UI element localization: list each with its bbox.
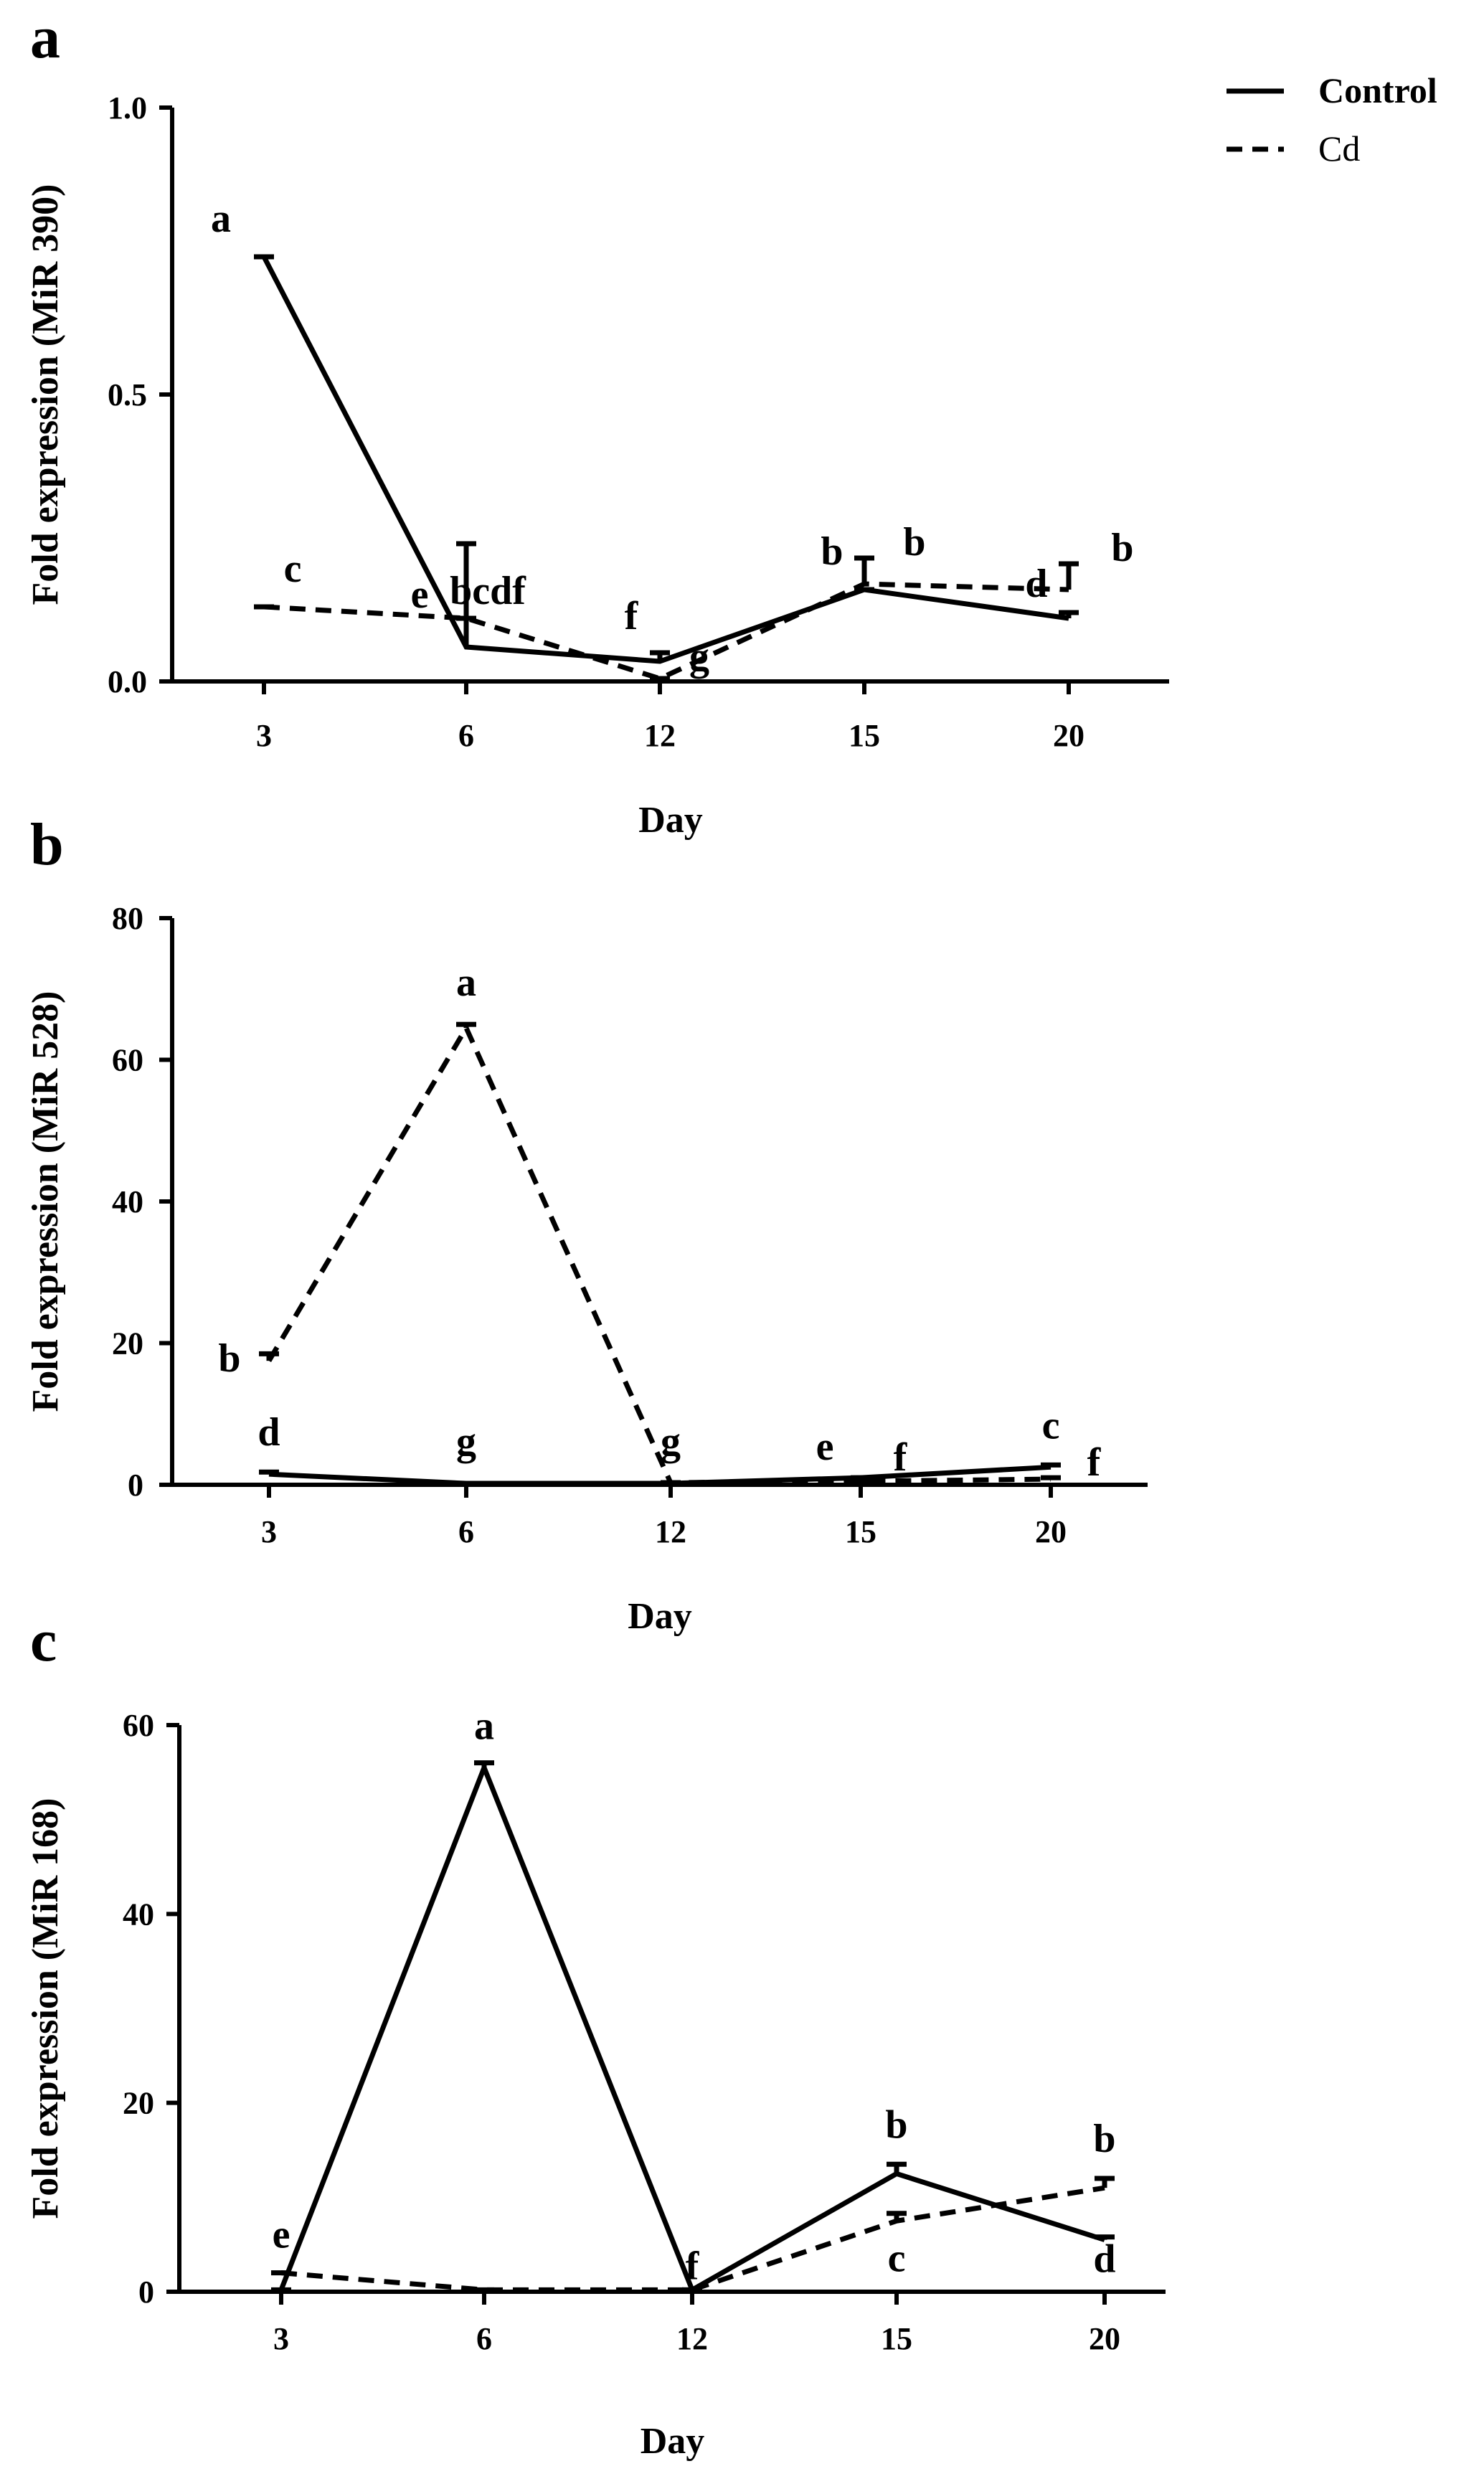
x-tick-label: 3 xyxy=(256,718,272,753)
significance-label: e xyxy=(273,2213,290,2257)
significance-label: a xyxy=(456,960,476,1005)
x-tick-label: 6 xyxy=(458,718,474,753)
y-tick-label: 0 xyxy=(128,1468,143,1503)
legend-label-cd: Cd xyxy=(1318,128,1360,169)
significance-label: f xyxy=(686,2244,700,2288)
significance-label: b xyxy=(218,1336,240,1381)
x-tick-label: 15 xyxy=(849,718,880,753)
significance-label: c xyxy=(888,2236,906,2280)
x-tick-label: 3 xyxy=(273,2321,289,2356)
x-tick-label: 12 xyxy=(644,718,676,753)
x-tick-label: 6 xyxy=(458,1514,474,1549)
x-tick-label: 15 xyxy=(881,2321,912,2356)
significance-label: e xyxy=(816,1425,834,1469)
panel-letter-a: a xyxy=(30,4,60,71)
significance-label: e xyxy=(411,572,429,617)
series-line-control xyxy=(261,255,1069,664)
significance-label: a xyxy=(474,1704,494,1748)
y-tick-label: 60 xyxy=(112,1043,143,1078)
significance-label: c xyxy=(1042,1403,1060,1447)
series-line-cd xyxy=(266,1022,1051,1486)
panel-letter-c: c xyxy=(30,1607,57,1674)
y-axis-title: Fold expression (MiR 168) xyxy=(25,1798,66,2219)
significance-label: f xyxy=(1087,1440,1102,1485)
x-tick-label: 20 xyxy=(1089,2321,1120,2356)
y-tick-label: 0 xyxy=(138,2275,154,2310)
significance-label: d xyxy=(1025,562,1047,606)
significance-label: d xyxy=(1093,2237,1115,2282)
significance-label: a xyxy=(211,197,231,241)
x-tick-label: 12 xyxy=(676,2321,708,2356)
x-tick-label: 3 xyxy=(261,1514,277,1549)
significance-label: b xyxy=(821,529,843,574)
legend-label-control: Control xyxy=(1318,70,1437,110)
y-tick-label: 60 xyxy=(123,1708,154,1743)
y-tick-label: 0.0 xyxy=(108,664,147,699)
chart-panel-b: 0 20 40 60 80 3 6 12 15 20 Day Fold expression (MiR… xyxy=(25,901,1148,1637)
panel-letter-b: b xyxy=(30,811,64,878)
y-axis-title: Fold expression (MiR 528) xyxy=(25,991,66,1412)
significance-label: g xyxy=(661,1420,681,1464)
x-axis-title: Day xyxy=(641,2421,705,2462)
y-tick-label: 0.5 xyxy=(108,377,147,412)
significance-label: f xyxy=(894,1435,908,1480)
significance-label: c xyxy=(284,547,302,591)
significance-label: b xyxy=(903,520,925,565)
y-tick-label: 1.0 xyxy=(108,90,147,126)
y-tick-label: 20 xyxy=(123,2086,154,2121)
chart-panel-a: 0.0 0.5 1.0 3 6 12 15 20 Day Fold expression (MiR… xyxy=(25,90,1169,841)
x-tick-label: 20 xyxy=(1035,1514,1067,1549)
x-tick-label: 12 xyxy=(655,1514,686,1549)
x-axis-title: Day xyxy=(628,1596,692,1637)
series-line-cd xyxy=(263,581,1069,681)
y-tick-label: 40 xyxy=(123,1897,154,1932)
x-tick-label: 15 xyxy=(845,1514,876,1549)
significance-label: b xyxy=(1093,2117,1115,2161)
series-line-control xyxy=(278,1760,1106,2294)
significance-label: d xyxy=(257,1410,280,1455)
significance-label: bcdf xyxy=(450,569,526,613)
y-tick-label: 80 xyxy=(112,901,143,936)
legend: Control Cd xyxy=(1227,70,1437,169)
significance-label: b xyxy=(1111,526,1133,570)
series-line-cd xyxy=(280,2185,1105,2292)
x-tick-label: 20 xyxy=(1053,718,1084,753)
significance-label: f xyxy=(625,594,639,638)
significance-label: g xyxy=(456,1420,476,1464)
y-tick-label: 40 xyxy=(112,1184,143,1219)
x-axis-title: Day xyxy=(638,800,703,841)
x-tick-label: 6 xyxy=(476,2321,492,2356)
significance-label: b xyxy=(885,2102,907,2147)
y-axis-title: Fold expression (MiR 390) xyxy=(25,184,66,605)
y-tick-label: 20 xyxy=(112,1326,143,1361)
significance-label: g xyxy=(689,635,709,679)
